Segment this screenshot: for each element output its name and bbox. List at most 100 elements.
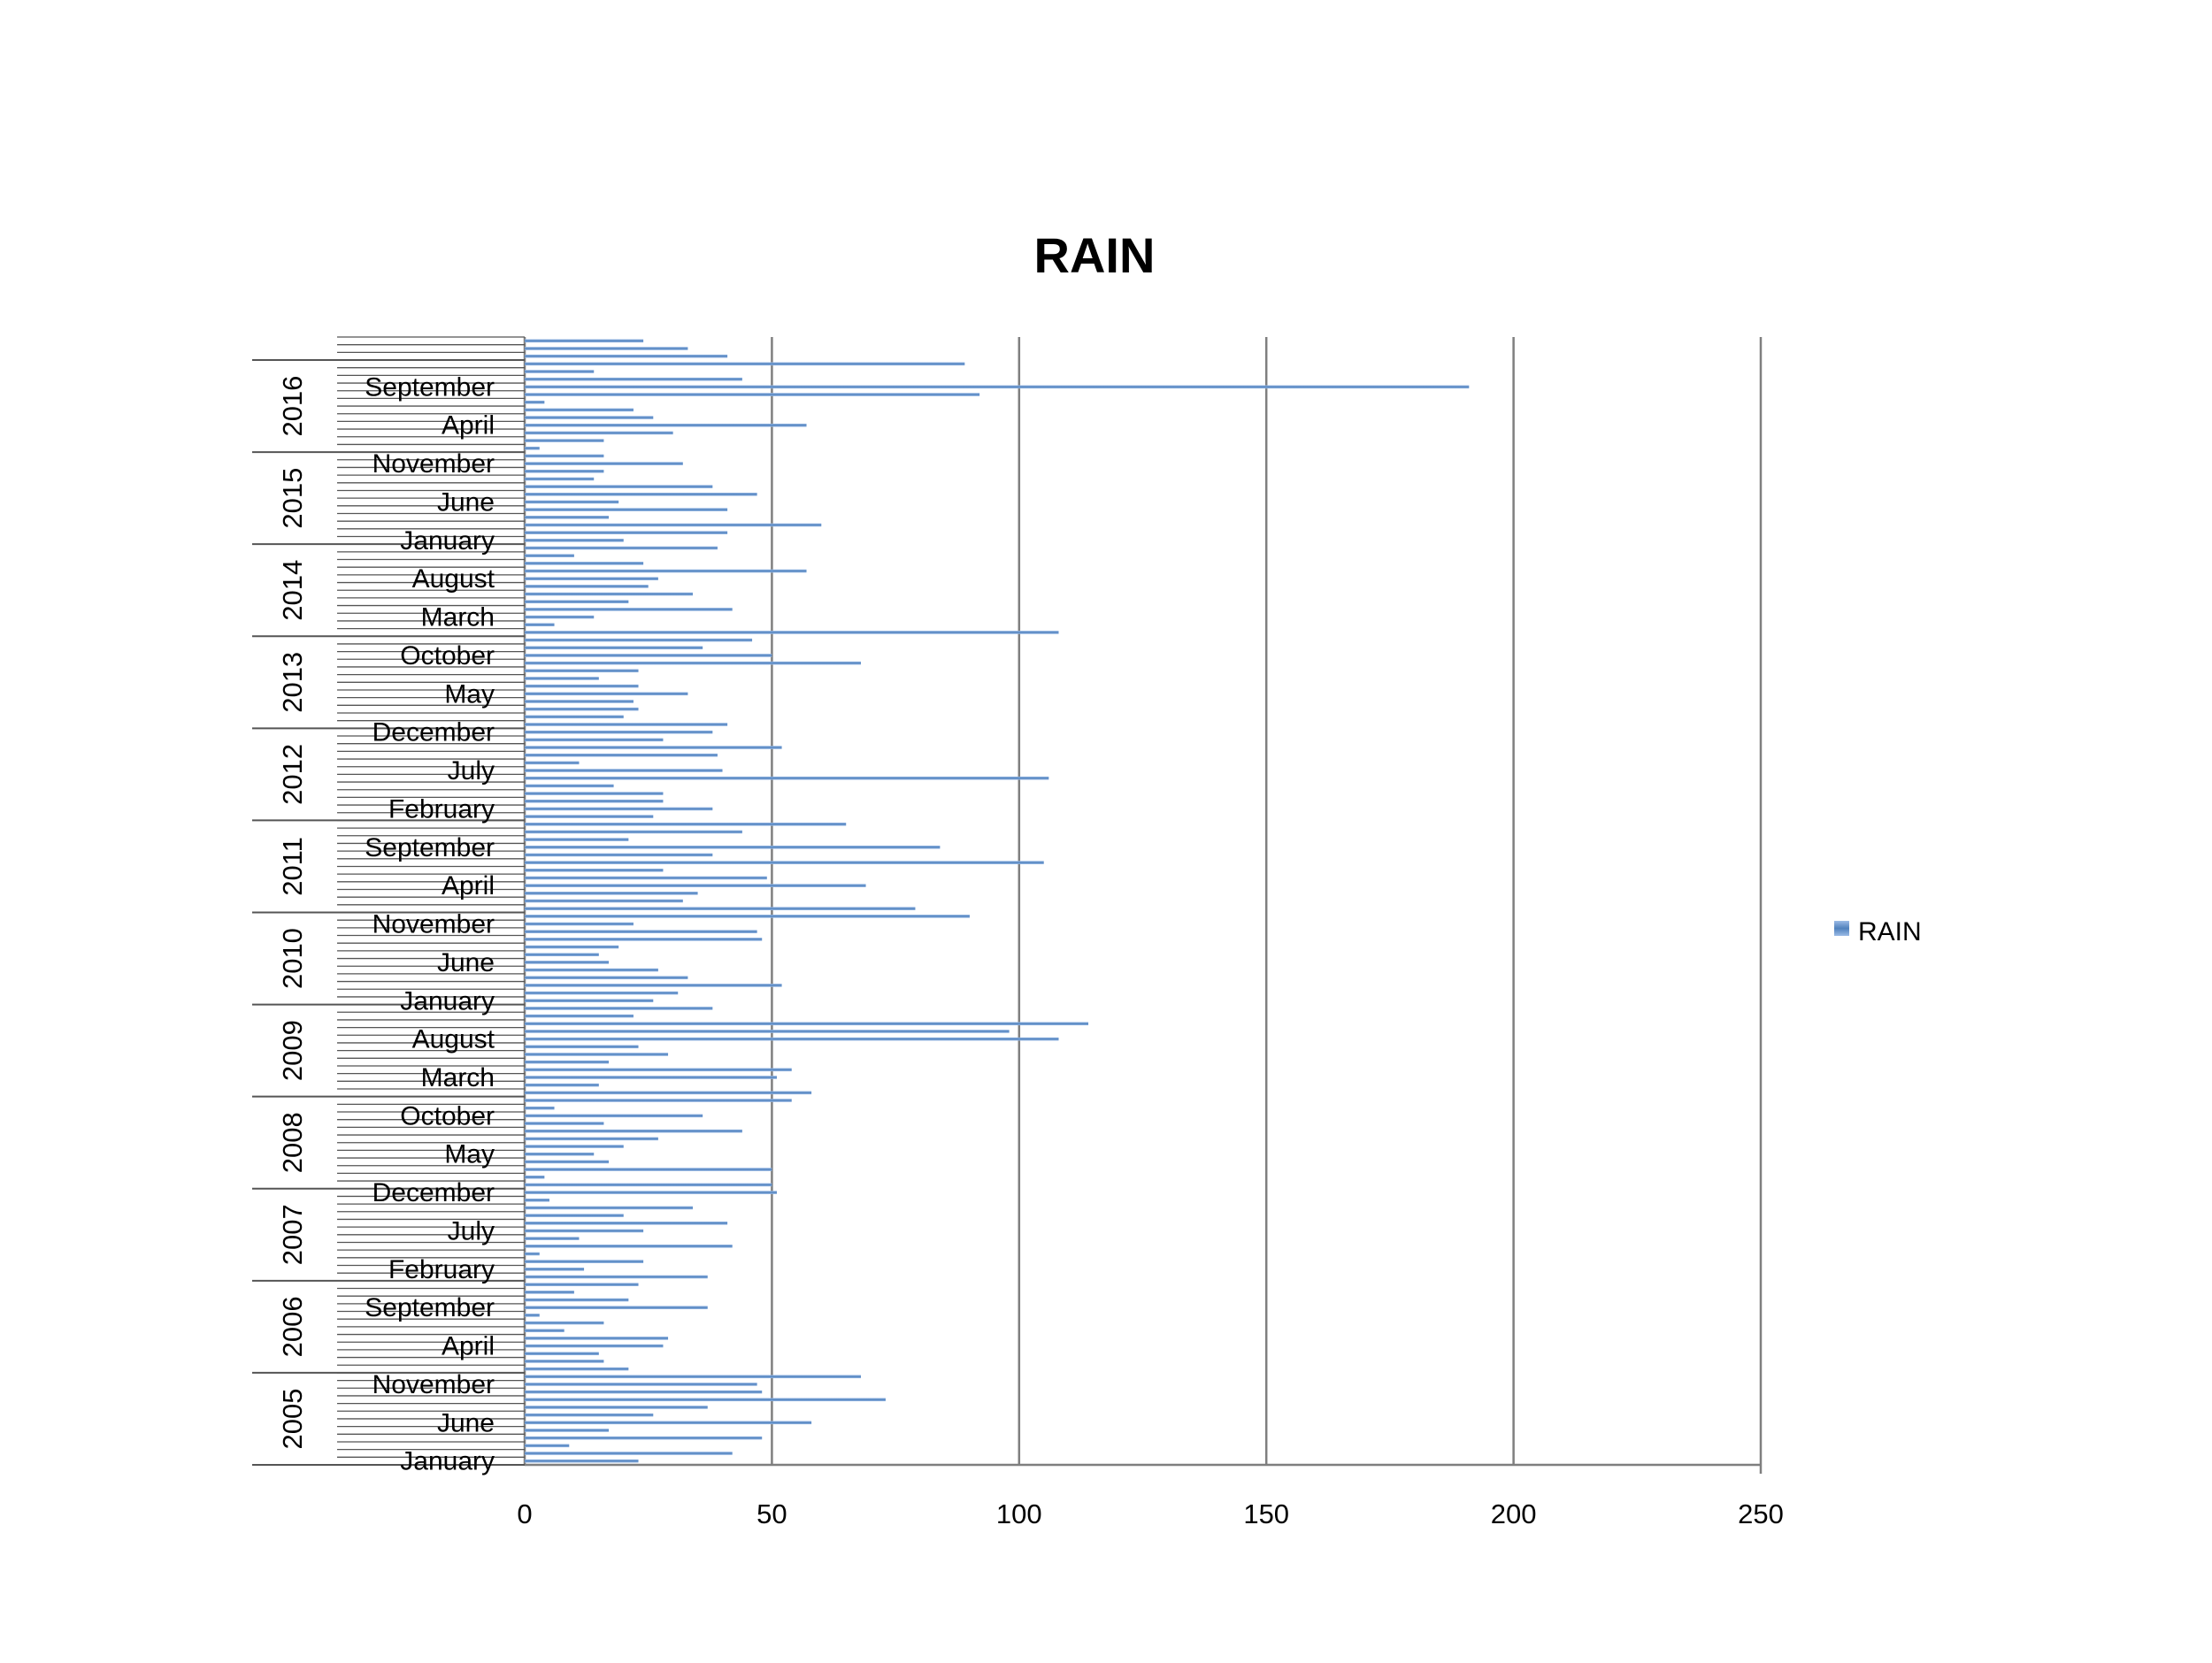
rain-bar <box>525 1390 763 1394</box>
rain-bar <box>525 1421 812 1425</box>
month-label: November <box>373 1370 495 1399</box>
year-label: 2007 <box>277 1204 308 1265</box>
rain-bar <box>525 1229 644 1233</box>
x-tick-label: 100 <box>996 1498 1042 1529</box>
rain-bar <box>525 907 916 910</box>
month-label: April <box>442 1332 495 1361</box>
rain-bar <box>525 431 673 435</box>
rain-bar <box>525 1444 570 1448</box>
month-label: November <box>373 449 495 479</box>
year-label: 2008 <box>277 1112 308 1173</box>
rain-bar <box>525 815 654 818</box>
rain-bar <box>525 1106 555 1110</box>
rain-bar <box>525 1114 703 1118</box>
year-label: 2013 <box>277 652 308 713</box>
rain-bar <box>525 446 540 450</box>
rain-bar <box>525 868 664 872</box>
rain-bar <box>525 899 683 903</box>
rain-bar <box>525 1152 595 1156</box>
rain-bar <box>525 1068 792 1072</box>
rain-bar <box>525 654 772 657</box>
rain-bar <box>525 684 639 688</box>
rain-bar <box>525 930 757 934</box>
rain-bar <box>525 1383 757 1386</box>
year-label: 2012 <box>277 744 308 805</box>
rain-bar <box>525 1459 639 1463</box>
rain-bar <box>525 746 782 749</box>
rain-bar <box>525 1076 777 1079</box>
rain-bar <box>525 838 629 841</box>
rain-bar <box>525 677 599 680</box>
year-label: 2014 <box>277 560 308 621</box>
month-label: May <box>444 1140 495 1169</box>
rain-bar <box>525 554 574 558</box>
month-label: October <box>400 641 495 671</box>
rain-bar <box>525 562 644 565</box>
rain-bar <box>525 1168 772 1171</box>
rain-bar <box>525 1337 669 1340</box>
month-label: January <box>400 526 495 556</box>
rain-bar <box>525 1137 658 1141</box>
rain-bar <box>525 492 757 496</box>
rain-bar <box>525 1122 604 1125</box>
rain-bar <box>525 1367 629 1371</box>
month-label: January <box>400 986 495 1015</box>
rain-bar <box>525 761 580 765</box>
rain-bar <box>525 707 639 711</box>
rain-bar <box>525 968 658 972</box>
month-label: March <box>421 603 495 632</box>
rain-bar <box>525 1053 669 1056</box>
rain-bar <box>525 377 742 381</box>
rain-bar <box>525 769 723 772</box>
year-label: 2009 <box>277 1020 308 1081</box>
rain-bar <box>525 608 733 611</box>
rain-bar <box>525 776 1049 780</box>
rain-bar <box>525 1060 609 1064</box>
rain-bar <box>525 1352 599 1356</box>
rain-bar <box>525 354 728 358</box>
rain-bar <box>525 1221 728 1225</box>
rain-bar <box>525 1329 565 1333</box>
month-label: January <box>400 1447 495 1476</box>
rain-bar <box>525 845 941 849</box>
rain-bar <box>525 1037 1059 1041</box>
rain-bar <box>525 669 639 673</box>
rain-bar <box>525 1007 713 1010</box>
rain-bar <box>525 485 713 488</box>
rain-bar <box>525 1436 763 1440</box>
month-label: May <box>444 679 495 709</box>
rain-bar <box>525 539 624 542</box>
rain-bar <box>525 876 767 880</box>
month-label: February <box>388 794 495 824</box>
rain-bar <box>525 531 728 534</box>
bars <box>525 339 1470 1463</box>
month-label: September <box>365 1293 495 1322</box>
category-axis: 2005 2006 2007 2008 2009 2010 2011 2012 2013 2014… <box>252 336 1763 1476</box>
rain-bar <box>525 546 718 550</box>
rain-bar <box>525 347 688 350</box>
year-label: 2010 <box>277 928 308 989</box>
month-label: December <box>373 1178 495 1207</box>
rain-bar <box>525 1030 1010 1033</box>
rain-bar <box>525 1344 664 1348</box>
rain-bar <box>525 1191 777 1194</box>
rain-bar <box>525 1145 624 1148</box>
rain-bar <box>525 799 664 803</box>
rain-bar <box>525 623 555 627</box>
rain-bar <box>525 500 619 504</box>
rain-bar <box>525 1452 733 1455</box>
year-label: 2005 <box>277 1388 308 1449</box>
rain-bar <box>525 1160 609 1164</box>
year-label: 2006 <box>277 1296 308 1357</box>
month-label: September <box>365 833 495 862</box>
rain-bar <box>525 638 753 642</box>
x-tick-label: 200 <box>1491 1498 1537 1529</box>
rain-bar <box>525 1360 604 1363</box>
rain-bar <box>525 1206 693 1210</box>
rain-bar <box>525 1244 733 1248</box>
rain-bar <box>525 577 658 581</box>
rain-bar <box>525 1321 604 1325</box>
rain-bar <box>525 730 713 734</box>
rain-bar <box>525 1183 772 1187</box>
